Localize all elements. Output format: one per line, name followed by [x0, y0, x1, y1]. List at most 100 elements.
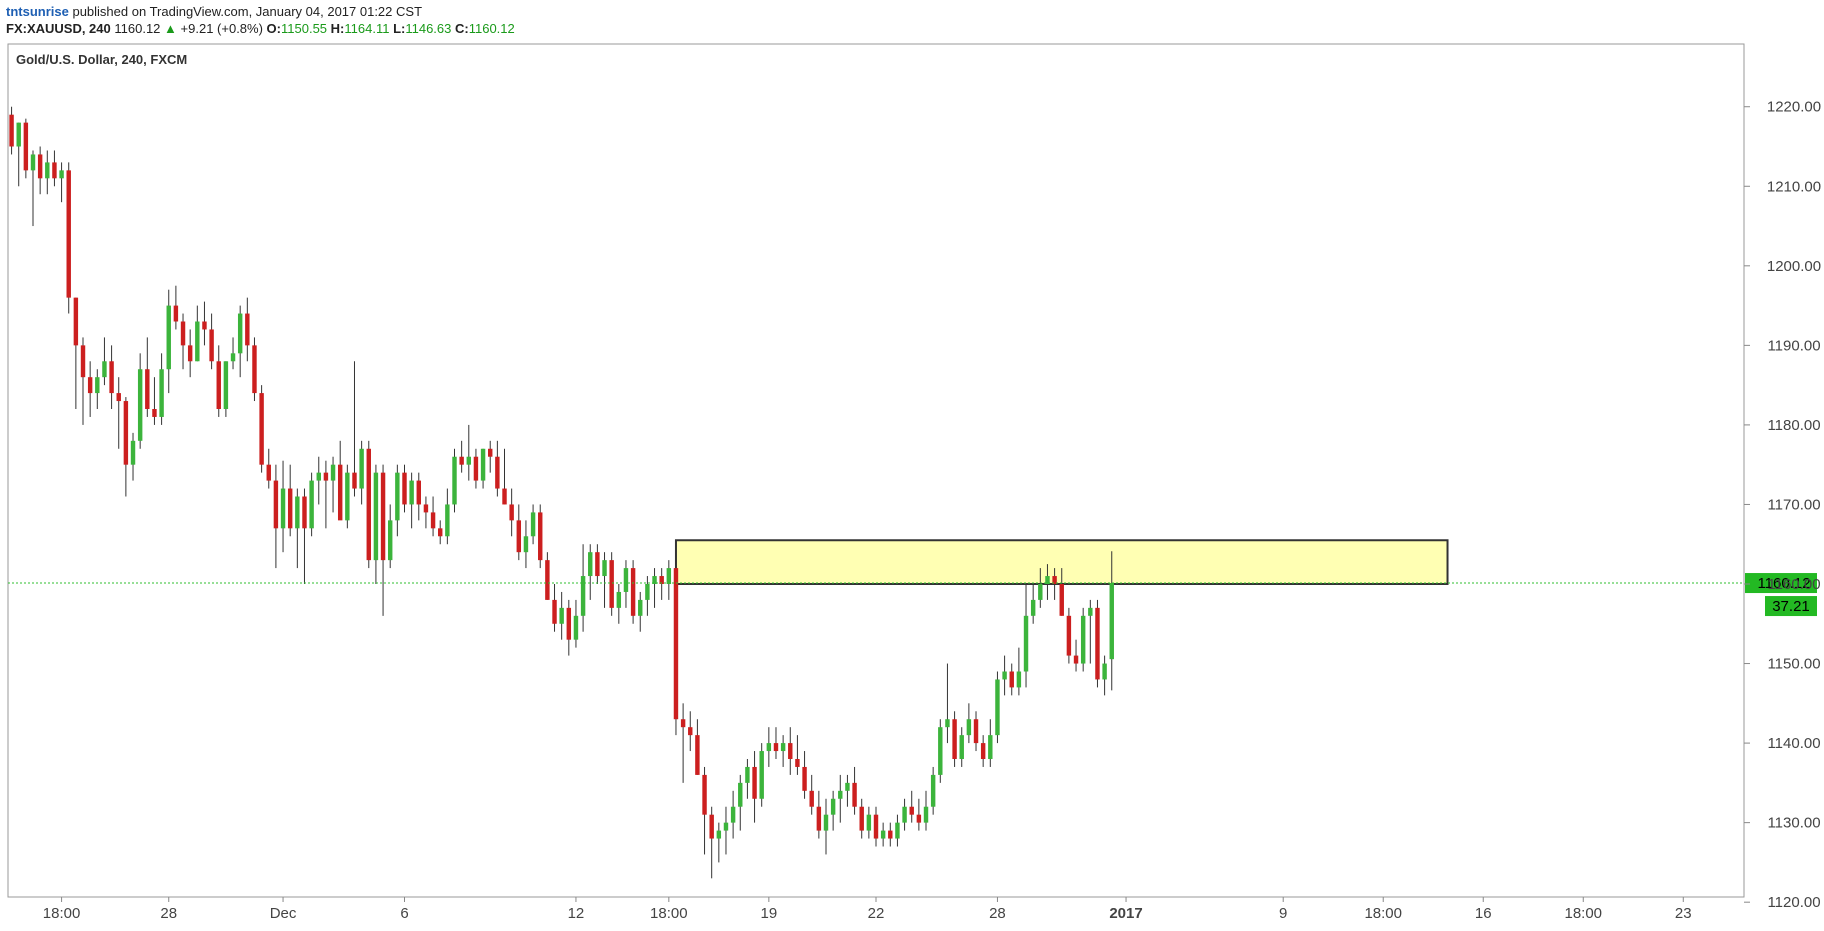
candle-body — [816, 806, 822, 831]
candle-body — [838, 790, 843, 799]
candle-body — [866, 814, 872, 831]
candle-body — [652, 576, 657, 584]
price-tick-label: 1140.00 — [1767, 735, 1820, 752]
candle-body — [245, 313, 250, 346]
time-tick-label: 12 — [568, 905, 585, 922]
candle-body — [102, 361, 107, 378]
candle-body — [545, 560, 550, 600]
publish-info: tntsunrise published on TradingView.com,… — [6, 4, 422, 19]
candle-body — [895, 822, 900, 839]
candle-body — [688, 727, 693, 736]
candle-body — [373, 472, 379, 561]
candle-body — [595, 552, 600, 577]
candle-body — [1073, 655, 1079, 664]
candle-body — [237, 313, 243, 354]
candle-body — [745, 766, 750, 783]
candle-body — [930, 774, 936, 807]
last-price-badge — [1745, 573, 1817, 594]
high-value: 1164.11 — [344, 21, 390, 36]
candle-body — [952, 719, 957, 759]
candle-body — [66, 170, 71, 298]
candle-body — [780, 743, 786, 752]
candle-body — [116, 393, 121, 402]
candle-body — [830, 798, 836, 815]
time-tick-label: 28 — [989, 905, 1006, 922]
candle-body — [702, 774, 707, 815]
low-label: L: — [393, 21, 406, 36]
last-price-label: 1160.12 — [1757, 575, 1810, 592]
candle-body — [423, 504, 429, 513]
chart-header: tntsunrise published on TradingView.com,… — [0, 0, 1824, 44]
open-label: O: — [266, 21, 281, 36]
candle-body — [995, 679, 1000, 736]
price-axis[interactable]: 1160.12 37.21 1220.00 1210.00 1200.00 1190.00… — [1744, 99, 1821, 911]
candle-body — [430, 512, 436, 529]
candle-body — [1109, 583, 1114, 660]
candle-body — [209, 329, 214, 362]
candle-body — [552, 599, 557, 624]
candle-body — [502, 488, 507, 505]
candle-body — [1023, 615, 1029, 672]
candle-body — [409, 480, 414, 505]
time-tick-label: 9 — [1279, 905, 1287, 922]
low-value: 1146.63 — [405, 21, 452, 36]
price-tick-label: 1160.00 — [1767, 576, 1820, 593]
candle-body — [580, 576, 586, 616]
candle-body — [295, 496, 300, 529]
candle-body — [216, 361, 221, 409]
price-tick-label: 1130.00 — [1767, 815, 1820, 832]
candle-body — [352, 472, 357, 489]
candle-body — [387, 520, 393, 561]
time-tick-label: 18:00 — [1364, 905, 1402, 922]
candle-body — [909, 806, 914, 815]
candle-body — [95, 377, 100, 394]
plot-area[interactable] — [7, 43, 1745, 898]
candle-body — [466, 456, 472, 465]
candle-body — [773, 743, 779, 752]
candle-body — [759, 751, 764, 799]
candle-body — [723, 822, 729, 831]
candle-body — [195, 321, 200, 362]
candle-body — [645, 584, 650, 600]
candle-body — [852, 782, 857, 807]
candle-body — [752, 766, 757, 799]
candle-body — [695, 735, 700, 775]
candle-body — [588, 552, 593, 577]
candle-body — [9, 114, 14, 147]
candle-body — [437, 528, 443, 537]
candle-body — [509, 504, 514, 521]
candle-body — [880, 830, 886, 839]
candle-body — [1045, 576, 1050, 584]
candle-body — [323, 472, 329, 481]
candle-body — [345, 472, 350, 521]
candle-body — [1066, 615, 1072, 656]
candle-body — [566, 607, 572, 640]
candle-body — [1095, 607, 1100, 680]
candle-body — [680, 719, 686, 728]
candle-body — [1088, 607, 1093, 616]
time-axis[interactable]: 18:00 28 Dec 6 12 18:00 19 22 28 2017 9 18:00 16 18:0… — [43, 897, 1692, 922]
author-link[interactable]: tntsunrise — [6, 4, 69, 19]
candle-body — [130, 440, 136, 465]
candle-body — [666, 568, 672, 584]
candle-body — [538, 512, 543, 561]
candle-body — [402, 472, 407, 505]
candle-body — [959, 735, 964, 759]
candle-body — [973, 719, 979, 744]
candle-body — [452, 456, 457, 505]
candle-body — [166, 305, 171, 370]
change-value: +9.21 (+0.8%) — [180, 21, 263, 36]
candle-body — [888, 830, 893, 839]
candle-body — [187, 345, 193, 362]
candle-body — [152, 409, 157, 417]
price-tick-label: 1170.00 — [1767, 496, 1820, 513]
symbol-label[interactable]: FX:XAUUSD, 240 — [6, 21, 111, 36]
open-value: 1150.55 — [281, 21, 328, 36]
candle-body — [823, 814, 829, 831]
candle-body — [1080, 615, 1086, 664]
candle-body — [45, 162, 50, 179]
candle-body — [673, 568, 679, 720]
candle-body — [266, 464, 271, 481]
candle-body — [223, 361, 229, 409]
